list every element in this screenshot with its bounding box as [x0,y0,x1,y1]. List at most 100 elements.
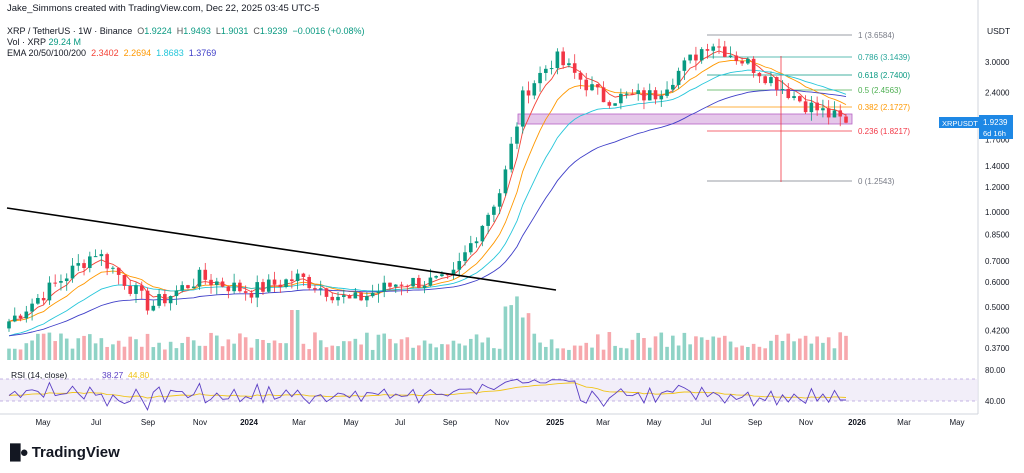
volume-bar [699,337,704,360]
candle-body [567,63,571,66]
candle-body [180,285,184,291]
volume-bar [676,345,681,360]
candle-body [111,267,115,269]
candle-body [261,282,265,292]
trendline[interactable] [6,207,557,291]
volume-bar [151,347,156,360]
volume-bar [630,339,635,360]
volume-bar [509,305,513,360]
price-tick-label: 1.2000 [985,183,1010,192]
time-tick-label: Mar [292,418,306,427]
volume-bar [336,346,340,360]
volume-bar [774,334,779,360]
tradingview-logo[interactable]: █● TradingView [10,444,120,461]
candle-body [601,87,606,103]
candle-body [688,54,692,61]
candle-body [266,279,271,292]
price-tick-label: 1.4000 [985,162,1010,171]
price-tick-label: 0.5000 [985,303,1010,312]
time-tick-label: Jul [91,418,101,427]
volume-bar [821,342,825,360]
time-tick-label: Nov [193,418,207,427]
volume-value: 29.24 M [48,37,82,47]
volume-bar [393,343,398,360]
volume-bar [191,340,196,360]
candle-body [590,84,594,91]
time-tick-label: Sep [443,418,458,427]
rsi-axis: 80.00 40.00 [985,366,1006,406]
ema-legend[interactable]: EMA 20/50/100/200 2.3402 2.2694 1.8683 1… [7,48,217,58]
candle-body [76,263,81,266]
candle-body [59,281,63,283]
candle-body [307,276,311,289]
volume-bar [671,335,675,360]
close-value: 1.9239 [259,26,288,36]
candle-body [64,278,69,282]
candle-body [203,269,208,280]
volume-bar [99,338,104,360]
volume-bar [832,348,837,360]
volume-bar [70,348,75,360]
volume-bar [330,345,335,360]
volume-bar [613,345,617,360]
volume-bar [555,348,560,360]
candle-body [434,276,438,278]
volume-bar [763,348,767,360]
candle-body [405,285,410,287]
volume-bar [682,332,687,360]
volume-bar [595,334,600,360]
volume-bar [526,313,531,360]
candle-body [780,89,785,91]
candle-body [151,305,156,311]
candle-body [70,265,75,279]
candle-body [803,101,808,113]
volume-bar [122,346,127,360]
candle-body [728,55,733,57]
candle-body [647,90,652,101]
volume-bar [59,333,63,360]
candle-body [457,261,462,270]
price-tick-label: 0.8500 [985,230,1010,239]
volume-bar [7,348,11,360]
price-tick-label: 0.3700 [985,344,1010,353]
volume-bar [474,334,479,360]
volume-bar [139,346,144,360]
candle-body [18,315,23,319]
volume-bar [220,346,225,360]
time-tick-label: Sep [141,418,156,427]
volume-bar [705,339,710,360]
fib-level-label: 0.382 (2.1727) [858,103,910,112]
candle-body [676,70,681,85]
current-price-countdown: 6d 16h [983,129,1006,138]
candle-body [636,90,640,94]
volume-bar [826,337,831,360]
volume-legend[interactable]: Vol · XRP 29.24 M [7,37,82,47]
volume-bar [636,332,640,360]
volume-bar [255,339,260,360]
candle-body [134,285,138,294]
volume-bar [313,332,317,360]
candle-body [47,282,52,301]
candle-body [474,241,479,244]
volume-bar [440,344,444,360]
volume-bar [549,339,554,360]
price-tick-label: 2.4000 [985,88,1010,97]
volume-bar [728,341,733,360]
time-tick-label: Mar [596,418,610,427]
candle-body [509,143,513,170]
volume-bar [694,336,698,360]
candle-body [445,274,450,276]
symbol-name[interactable]: XRP / TetherUS · 1W · Binance [7,26,133,36]
candle-body [116,267,121,275]
volume-bar [163,349,167,360]
time-tick-label: Mar [897,418,911,427]
open-value: 1.9224 [144,26,172,36]
candle-body [313,288,317,290]
ema-200-line [8,89,847,337]
ema-20-line [8,50,847,322]
candle-body [232,282,236,292]
candle-body [815,102,819,111]
volume-bar [561,348,565,360]
candle-body [740,61,744,64]
